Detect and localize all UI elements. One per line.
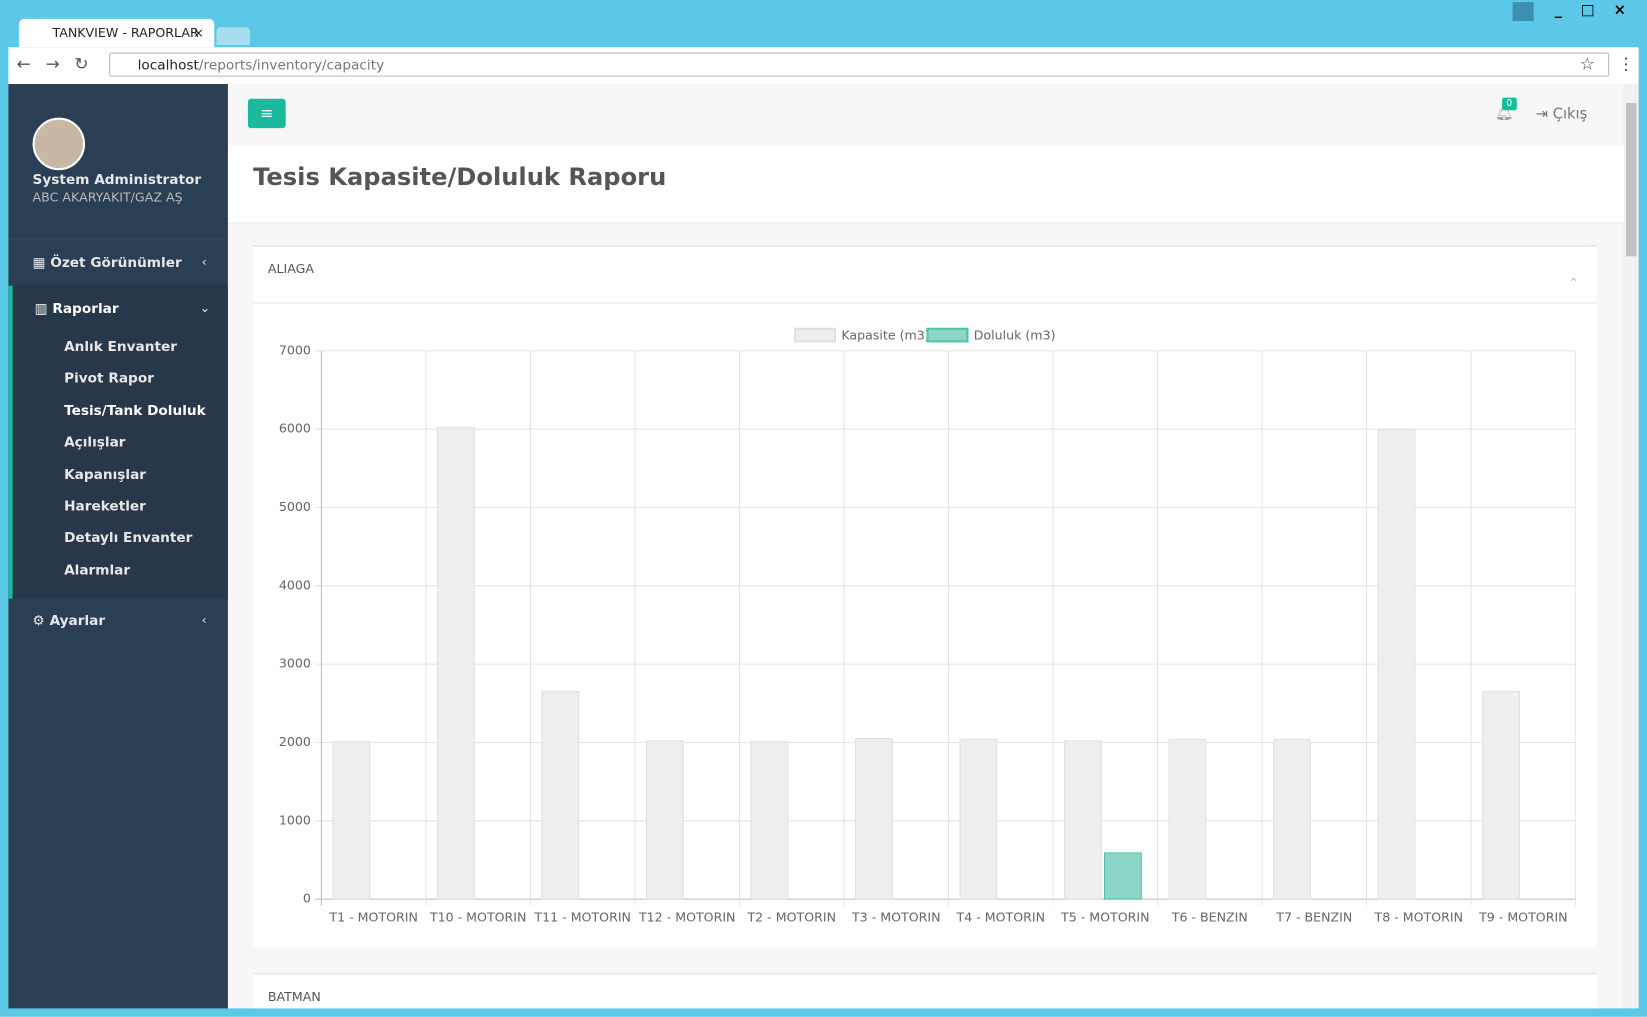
notification-badge: 0 bbox=[1502, 97, 1517, 111]
legend-label: Doluluk (m3) bbox=[974, 328, 1056, 343]
page-title: Tesis Kapasite/Doluluk Raporu bbox=[253, 163, 667, 192]
y-tick-label: 3000 bbox=[279, 656, 311, 671]
address-bar: ←→↻ localhost/reports/inventory/capacity… bbox=[8, 47, 1639, 86]
nav-buttons[interactable]: ←→↻ bbox=[16, 53, 104, 74]
tab-close[interactable]: × bbox=[193, 25, 204, 40]
title-bar bbox=[227, 144, 1624, 224]
x-tick-label: T9 - MOTORIN bbox=[1478, 910, 1568, 925]
menu-dots[interactable]: ⋮ bbox=[1617, 53, 1635, 74]
x-tick-label: T2 - MOTORIN bbox=[746, 910, 836, 925]
x-tick-label: T4 - MOTORIN bbox=[956, 910, 1046, 925]
y-tick-label: 4000 bbox=[279, 577, 311, 592]
avatar bbox=[32, 117, 86, 171]
x-tick-label: T11 - MOTORIN bbox=[533, 910, 631, 925]
window-controls[interactable]: _□× bbox=[1554, 2, 1645, 19]
panel bbox=[253, 244, 1597, 948]
y-tick-label: 6000 bbox=[279, 421, 311, 436]
submenu-item[interactable]: Alarmlar bbox=[64, 562, 131, 579]
panel-divider bbox=[253, 302, 1597, 304]
panel-title: BATMAN bbox=[267, 989, 321, 1005]
bar bbox=[1103, 852, 1142, 900]
x-tick-label: T6 - BENZIN bbox=[1171, 910, 1248, 925]
submenu-item[interactable]: Açılışlar bbox=[64, 435, 126, 451]
y-tick-label: 0 bbox=[303, 891, 311, 906]
panel-title: ALIAGA bbox=[267, 261, 315, 277]
chevron: ‹ bbox=[201, 612, 207, 628]
url-host: localhost bbox=[137, 57, 199, 74]
logout-label: Çıkış bbox=[1552, 106, 1588, 123]
submenu-item[interactable]: Detaylı Envanter bbox=[64, 530, 193, 547]
scroll-thumb[interactable] bbox=[1626, 102, 1637, 257]
menu-item[interactable]: ⚙ Ayarlar bbox=[32, 613, 106, 630]
bar bbox=[1064, 740, 1102, 900]
bar bbox=[1273, 738, 1311, 900]
menu-item[interactable]: ▥ Raporlar bbox=[34, 301, 119, 318]
y-tick-label: 1000 bbox=[279, 812, 311, 827]
y-tick-label: 2000 bbox=[279, 734, 311, 749]
legend-swatch bbox=[926, 327, 969, 343]
url-path: /reports/inventory/capacity bbox=[198, 57, 385, 74]
bar bbox=[332, 741, 371, 900]
logout[interactable]: ⇥ Çıkış bbox=[1535, 106, 1588, 123]
bar bbox=[855, 738, 893, 900]
x-tick-label: T3 - MOTORIN bbox=[851, 910, 941, 925]
toggle-button[interactable]: ≡ bbox=[247, 98, 286, 129]
menu-label: Özet Görünümler bbox=[50, 255, 182, 272]
bar bbox=[1168, 738, 1207, 900]
bar bbox=[1482, 691, 1520, 900]
new-tab[interactable] bbox=[216, 27, 250, 46]
bookmark-star[interactable]: ☆ bbox=[1579, 53, 1595, 74]
x-tick-label: T7 - BENZIN bbox=[1275, 910, 1352, 925]
bar bbox=[645, 740, 684, 900]
bar bbox=[959, 738, 998, 900]
x-tick-label: T12 - MOTORIN bbox=[638, 910, 736, 925]
x-tick-label: T10 - MOTORIN bbox=[429, 910, 527, 925]
user-icon bbox=[1512, 2, 1534, 22]
sidebar: System Administrator ABC AKARYAKIT/GAZ A… bbox=[8, 84, 228, 1009]
bar bbox=[1377, 428, 1416, 900]
submenu-item[interactable]: Pivot Rapor bbox=[64, 371, 154, 387]
bar bbox=[541, 691, 580, 900]
menu-item[interactable]: ▦ Özet Görünümler bbox=[32, 255, 182, 272]
collapse[interactable]: ⌃ bbox=[1568, 275, 1579, 290]
x-tick-label: T5 - MOTORIN bbox=[1060, 910, 1150, 925]
chevron: ‹ bbox=[201, 254, 207, 269]
user-name: System Administrator bbox=[32, 172, 202, 189]
url-field[interactable]: localhost/reports/inventory/capacity bbox=[109, 52, 1610, 77]
submenu-item[interactable]: Hareketler bbox=[64, 498, 146, 515]
legend-label: Kapasite (m3) bbox=[841, 328, 929, 343]
bar bbox=[750, 741, 789, 900]
y-tick-label: 7000 bbox=[279, 342, 311, 357]
bar bbox=[436, 427, 475, 900]
menu-label: Raporlar bbox=[52, 301, 119, 318]
x-tick-label: T8 - MOTORIN bbox=[1374, 910, 1464, 925]
submenu-item[interactable]: Tesis/Tank Doluluk bbox=[64, 403, 206, 419]
divider bbox=[8, 238, 228, 240]
scrollbar[interactable] bbox=[1623, 84, 1639, 1009]
x-tick-label: T1 - MOTORIN bbox=[328, 910, 418, 925]
active-menu bbox=[8, 285, 228, 599]
submenu-item[interactable]: Anlık Envanter bbox=[64, 339, 177, 356]
y-tick-label: 5000 bbox=[279, 499, 311, 514]
submenu-item[interactable]: Kapanışlar bbox=[64, 467, 147, 483]
panel bbox=[253, 972, 1597, 1009]
company: ABC AKARYAKIT/GAZ AŞ bbox=[32, 190, 183, 205]
tab-title: TANKVIEW - RAPORLAR bbox=[52, 25, 199, 40]
chevron: ⌄ bbox=[199, 300, 211, 316]
legend-swatch bbox=[794, 327, 837, 343]
browser-tab[interactable]: TANKVIEW - RAPORLAR × bbox=[18, 18, 215, 48]
menu-label: Ayarlar bbox=[49, 613, 106, 630]
